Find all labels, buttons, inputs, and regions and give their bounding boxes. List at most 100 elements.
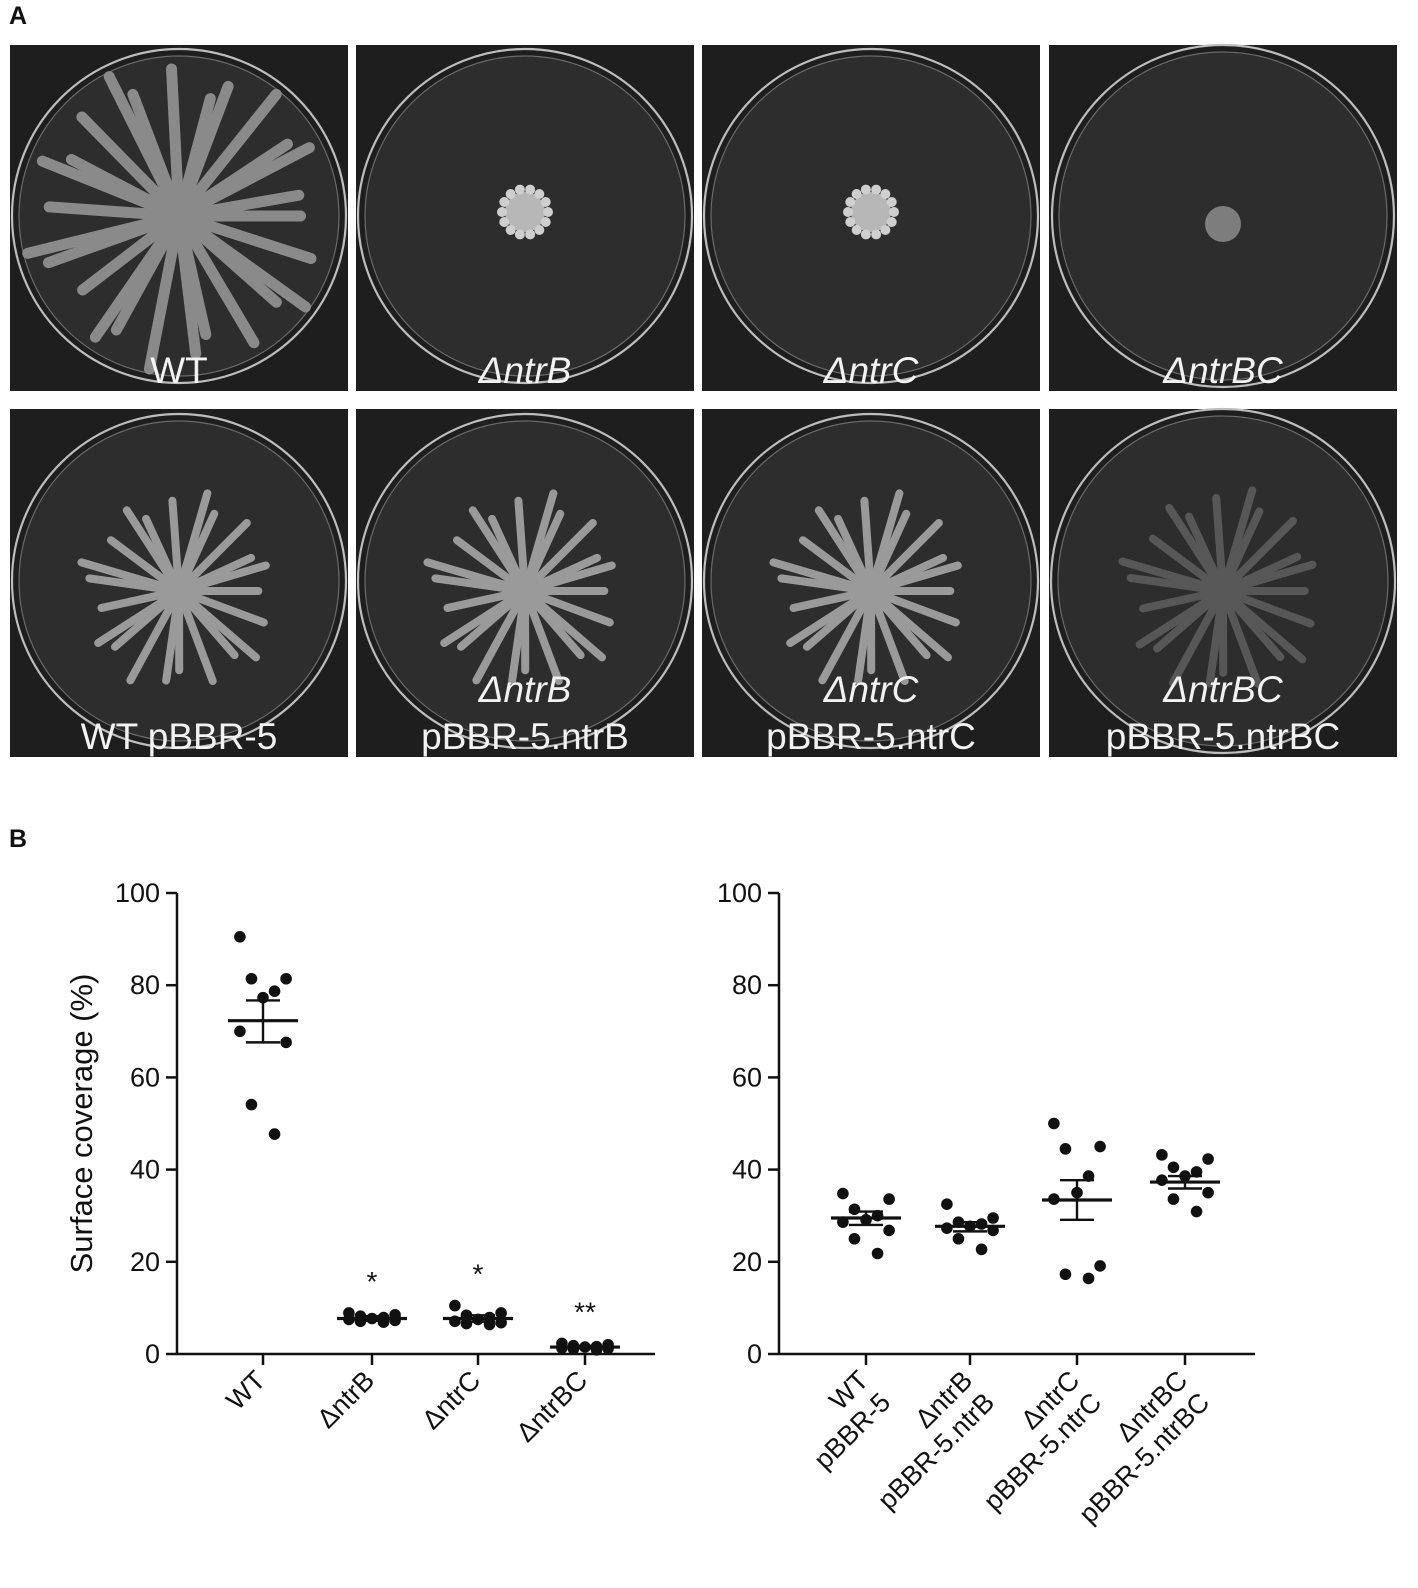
data-point bbox=[975, 1218, 988, 1230]
petri-dish-rim bbox=[1049, 407, 1397, 755]
colony-edge bbox=[889, 207, 899, 217]
data-point bbox=[1094, 1260, 1106, 1272]
colony-edge bbox=[499, 216, 510, 227]
colony-edge bbox=[845, 197, 856, 208]
data-point bbox=[245, 1098, 258, 1111]
panel-a-letter: A bbox=[9, 2, 28, 30]
data-point bbox=[837, 1187, 849, 1200]
data-point bbox=[268, 985, 281, 997]
petri-dish-rim bbox=[702, 47, 1040, 385]
x-tick-label: ΔntrBC bbox=[510, 1365, 593, 1448]
colony-edge bbox=[871, 184, 882, 195]
plate-label-line1: WT pBBR-5 bbox=[81, 716, 278, 757]
data-point bbox=[1082, 1170, 1095, 1182]
data-point bbox=[848, 1203, 861, 1216]
data-point bbox=[280, 972, 292, 985]
plate-label-line2: pBBR-5.ntrC bbox=[766, 716, 976, 757]
data-point bbox=[483, 1318, 496, 1331]
data-point bbox=[1190, 1205, 1203, 1218]
plate-8: ΔntrBC pBBR-5.ntrBC bbox=[1049, 407, 1397, 757]
plate-label-line1: WT bbox=[150, 350, 208, 391]
data-point bbox=[871, 1247, 884, 1260]
plate-4: ΔntrBC bbox=[1049, 43, 1397, 391]
petri-dish-rim bbox=[10, 47, 348, 385]
data-point bbox=[1059, 1143, 1072, 1155]
colony-edge bbox=[886, 216, 897, 227]
colony-edge bbox=[880, 189, 891, 200]
y-axis-title: Surface coverage (%) bbox=[64, 974, 99, 1274]
colony-edge bbox=[871, 229, 882, 240]
colony-center bbox=[503, 569, 547, 613]
significance-marker: * bbox=[473, 1259, 484, 1290]
plate-label-line1: ΔntrBC bbox=[1162, 350, 1283, 391]
data-point bbox=[1048, 1117, 1060, 1130]
panel-b-letter: B bbox=[9, 825, 28, 853]
y-tick-label: 40 bbox=[130, 1155, 160, 1185]
data-point bbox=[280, 1036, 292, 1049]
y-tick-label: 80 bbox=[130, 970, 160, 1000]
colony-edge bbox=[880, 224, 891, 235]
colony-edge bbox=[514, 229, 525, 240]
colony-edge bbox=[843, 207, 853, 217]
colony-edge bbox=[845, 216, 856, 227]
colony-edge bbox=[499, 197, 510, 208]
significance-marker: * bbox=[367, 1266, 378, 1297]
colony-edge bbox=[534, 224, 545, 235]
colony bbox=[1205, 206, 1241, 242]
plate-5: WT pBBR-5 bbox=[10, 409, 348, 757]
data-point bbox=[234, 1025, 246, 1038]
data-point bbox=[1167, 1161, 1180, 1174]
data-point bbox=[975, 1243, 988, 1256]
data-point bbox=[1094, 1140, 1106, 1153]
petri-dish-rim bbox=[356, 412, 694, 750]
data-point bbox=[1190, 1166, 1203, 1178]
data-point bbox=[495, 1307, 507, 1319]
chart-left: 0 20 40 60 80 100 Surface coverage (%) WT * ΔntrB… bbox=[64, 878, 655, 1448]
colony-center bbox=[157, 569, 201, 613]
data-point bbox=[941, 1198, 953, 1210]
data-point bbox=[245, 972, 258, 985]
plate-3: ΔntrC bbox=[702, 45, 1040, 391]
data-point bbox=[1202, 1153, 1214, 1165]
data-point bbox=[1156, 1149, 1168, 1161]
data-point bbox=[268, 1128, 281, 1140]
colony-edge bbox=[525, 184, 536, 195]
data-point bbox=[848, 1232, 861, 1245]
plate-label-line1: ΔntrB bbox=[478, 350, 572, 391]
data-point bbox=[449, 1299, 461, 1312]
plate-2: ΔntrB bbox=[356, 45, 694, 391]
y-tick-label: 100 bbox=[717, 878, 762, 908]
y-tick-label: 100 bbox=[115, 878, 160, 908]
colony-edge bbox=[540, 197, 551, 208]
colony-edge bbox=[860, 184, 871, 195]
y-tick-label: 0 bbox=[145, 1339, 160, 1369]
plate-label-line1: ΔntrB bbox=[478, 669, 572, 710]
data-point bbox=[1082, 1272, 1095, 1285]
colony-center bbox=[849, 569, 893, 613]
data-point bbox=[389, 1314, 401, 1327]
colony-edge bbox=[860, 229, 871, 240]
plate-label-line1: ΔntrC bbox=[823, 669, 919, 710]
data-point bbox=[1202, 1186, 1214, 1199]
plate-label-line1: ΔntrC bbox=[823, 350, 919, 391]
petri-dish-rim bbox=[702, 412, 1040, 750]
data-point bbox=[1167, 1193, 1180, 1205]
petri-dish-rim bbox=[1050, 43, 1396, 389]
colony-edge bbox=[534, 189, 545, 200]
colony bbox=[851, 192, 891, 232]
colony-edge bbox=[525, 229, 536, 240]
plate-label-line1: ΔntrBC bbox=[1162, 669, 1283, 710]
data-point bbox=[1059, 1268, 1072, 1281]
x-tick-label: ΔntrC bbox=[416, 1365, 486, 1435]
significance-marker: ** bbox=[574, 1296, 596, 1327]
y-tick-label: 60 bbox=[130, 1062, 160, 1092]
colony-edge bbox=[886, 197, 897, 208]
plate-label-line2: pBBR-5.ntrBC bbox=[1106, 716, 1340, 757]
plate-6: ΔntrB pBBR-5.ntrB bbox=[356, 409, 694, 757]
petri-dish-rim bbox=[10, 412, 348, 750]
colony-center bbox=[1201, 569, 1245, 613]
colony-edge bbox=[851, 189, 862, 200]
data-point bbox=[883, 1224, 895, 1237]
colony-edge bbox=[540, 216, 551, 227]
colony-edge bbox=[514, 184, 525, 195]
